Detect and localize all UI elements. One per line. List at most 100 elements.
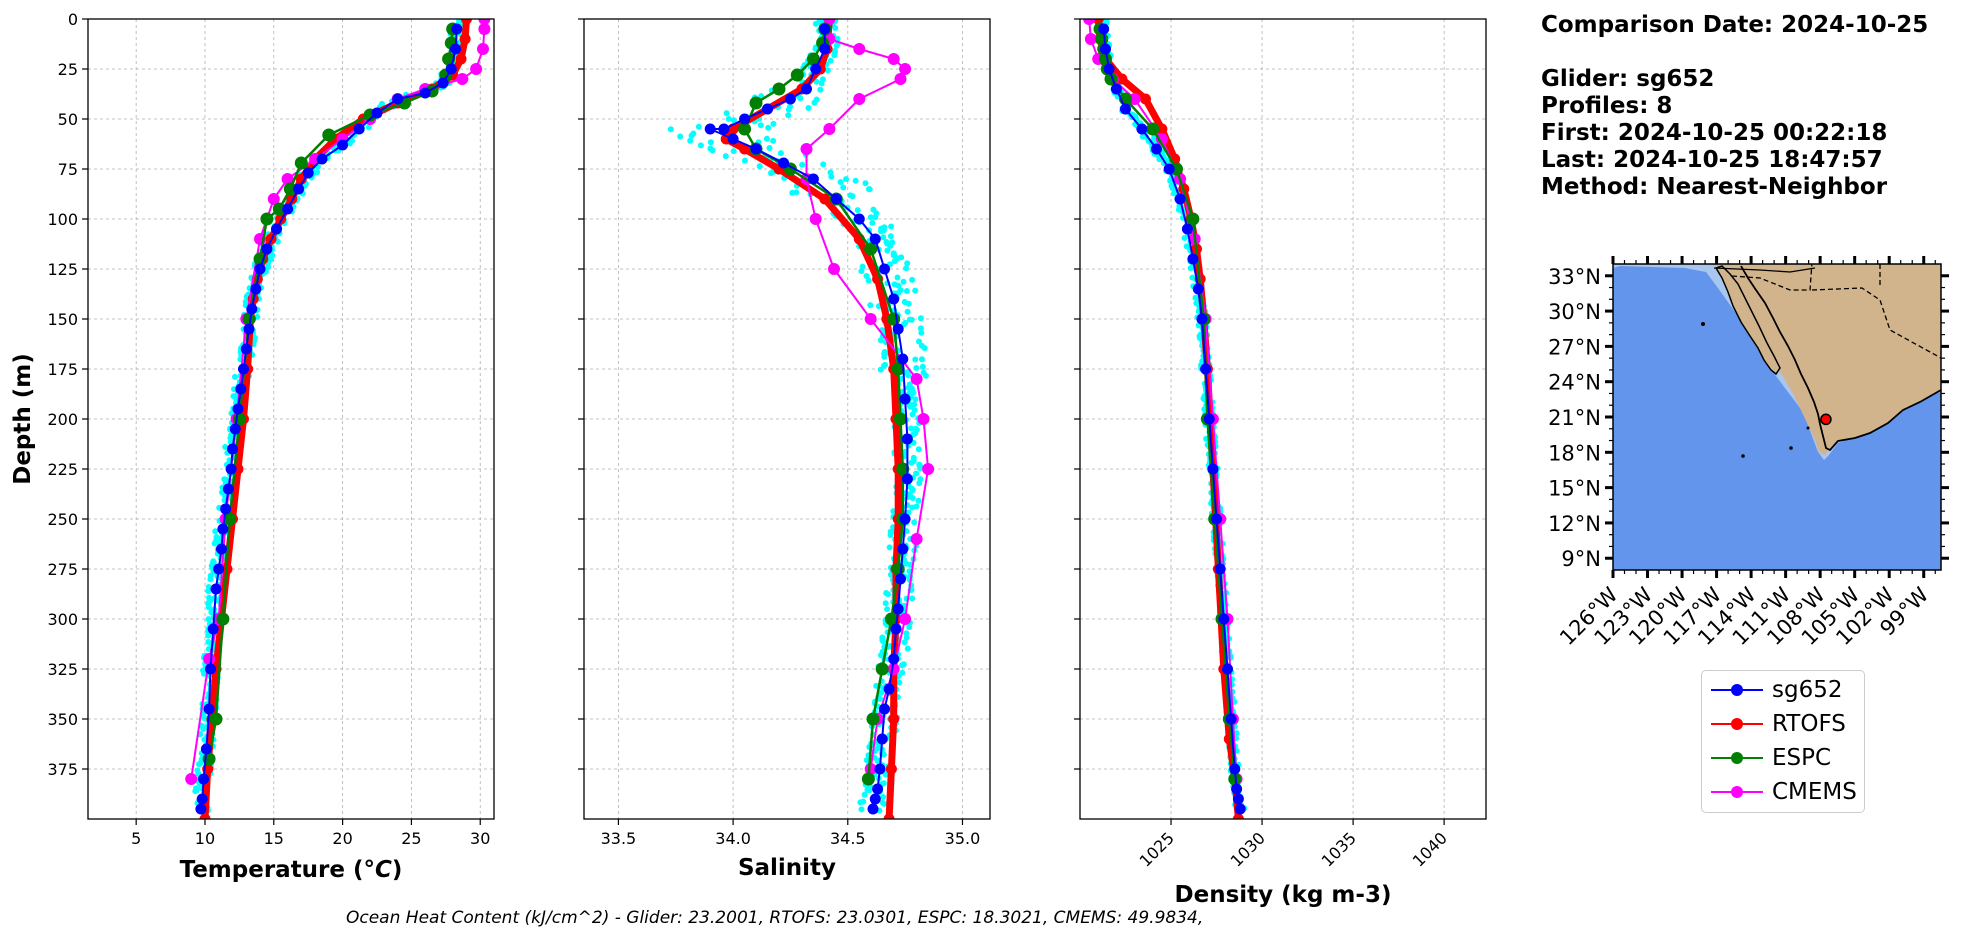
legend-marker-rtofs bbox=[1711, 718, 1763, 730]
legend-marker-sg652 bbox=[1711, 684, 1763, 696]
depth-tick-label: 175 bbox=[47, 360, 78, 379]
legend-item-cmems: CMEMS bbox=[1702, 777, 1864, 807]
salinity-point-sg652 bbox=[704, 123, 716, 135]
glider-profile-point bbox=[770, 120, 777, 127]
density-point-sg652 bbox=[1100, 43, 1111, 55]
density-x-tick-label: 1040 bbox=[1409, 828, 1451, 870]
glider-profile-point bbox=[919, 363, 926, 370]
glider-profile-point bbox=[205, 584, 212, 590]
glider-profile-point bbox=[894, 274, 901, 281]
salinity-point-espc bbox=[864, 242, 878, 256]
temperature-point-sg652 bbox=[229, 423, 241, 435]
salinity-point-rtofs bbox=[885, 763, 897, 775]
glider-profile-point bbox=[880, 751, 887, 758]
glider-profile-point bbox=[197, 759, 204, 766]
density-point-sg652 bbox=[1136, 123, 1148, 135]
density-series bbox=[1083, 19, 1246, 819]
density-x-tick-label: 1025 bbox=[1136, 828, 1178, 870]
density-point-espc bbox=[1146, 122, 1160, 136]
salinity-point-sg652 bbox=[819, 23, 831, 35]
glider-profile-point bbox=[886, 544, 893, 551]
temperature-point-sg652 bbox=[243, 323, 255, 335]
temperature-point-rtofs bbox=[199, 813, 211, 819]
salinity-point-sg652 bbox=[778, 157, 790, 169]
glider-profile-point bbox=[877, 337, 884, 344]
salinity-point-cmems bbox=[823, 123, 836, 135]
glider-profile-point bbox=[917, 325, 924, 332]
glider-profile-point bbox=[852, 177, 859, 184]
glider-profile-point bbox=[879, 799, 886, 806]
glider-profile-point bbox=[831, 52, 838, 59]
density-point-sg652 bbox=[1098, 23, 1110, 35]
glider-profile-point bbox=[777, 150, 784, 157]
legend-label-cmems: CMEMS bbox=[1772, 779, 1857, 805]
salinity-point-cmems bbox=[899, 613, 912, 625]
density-point-sg652 bbox=[1110, 83, 1122, 95]
glider-profile-point bbox=[916, 338, 922, 345]
glider-profile-point bbox=[887, 242, 894, 249]
salinity-point-rtofs bbox=[883, 813, 895, 819]
glider-profile-point bbox=[887, 532, 894, 538]
salinity-point-sg652 bbox=[762, 103, 773, 115]
glider-profile-point bbox=[912, 287, 919, 294]
map-lat-label: 27°N bbox=[1548, 335, 1601, 359]
temperature-point-sg652 bbox=[353, 123, 365, 135]
salinity-point-sg652 bbox=[801, 83, 812, 95]
glider-profile-point bbox=[785, 106, 792, 113]
density-point-rtofs bbox=[1232, 813, 1244, 819]
glider-profile-point bbox=[866, 186, 873, 193]
temperature-point-sg652 bbox=[450, 43, 461, 55]
glider-profile-point bbox=[884, 606, 891, 613]
temperature-point-sg652 bbox=[198, 773, 210, 785]
depth-tick-label: 100 bbox=[47, 210, 78, 229]
temperature-point-sg652 bbox=[227, 443, 238, 455]
temperature-x-tick-label: 5 bbox=[131, 829, 141, 848]
density-x-label: Density (kg m-3) bbox=[1175, 882, 1392, 908]
map-lat-label: 18°N bbox=[1548, 441, 1601, 465]
glider-profile-point bbox=[909, 487, 916, 493]
density-point-espc bbox=[1186, 212, 1200, 226]
temperature-point-sg652 bbox=[371, 107, 383, 119]
glider-profile-point bbox=[882, 600, 889, 607]
depth-tick-label: 225 bbox=[47, 460, 78, 479]
salinity-point-espc bbox=[891, 562, 905, 576]
legend-marker-espc bbox=[1711, 752, 1763, 764]
glider-profile-point bbox=[877, 366, 884, 373]
glider-profile-point bbox=[1151, 134, 1158, 141]
temperature-point-sg652 bbox=[207, 623, 219, 635]
glider-profile-point bbox=[828, 173, 835, 180]
glider-profile-point bbox=[200, 713, 207, 720]
temperature-x-ticks: 5 10 15 20 25 30 bbox=[131, 819, 490, 848]
map-lat-label: 9°N bbox=[1561, 547, 1601, 571]
glider-profile-point bbox=[912, 396, 919, 403]
glider-profile-point bbox=[205, 601, 212, 608]
info-panel: Comparison Date: 2024-10-25 Glider: sg65… bbox=[1541, 12, 1928, 201]
temperature-point-sg652 bbox=[235, 383, 247, 395]
temperature-point-cmems bbox=[478, 19, 491, 25]
glider-profile-point bbox=[200, 725, 207, 732]
glider-profile-point bbox=[858, 268, 865, 275]
glider-profile-point bbox=[805, 105, 812, 111]
glider-profile-point bbox=[723, 110, 730, 117]
salinity-point-sg652 bbox=[879, 263, 890, 275]
density-x-ticks: 1025 1030 1035 1040 bbox=[1136, 819, 1451, 871]
density-point-sg652 bbox=[1231, 783, 1243, 795]
salinity-point-cmems bbox=[910, 373, 923, 385]
method: Method: Nearest-Neighbor bbox=[1541, 174, 1888, 200]
map-lat-label: 30°N bbox=[1548, 300, 1601, 324]
salinity-point-sg652 bbox=[819, 43, 831, 55]
temperature-point-sg652 bbox=[337, 139, 349, 151]
glider-profile-point bbox=[887, 233, 894, 240]
temperature-point-sg652 bbox=[254, 263, 266, 275]
salinity-point-cmems bbox=[922, 463, 935, 475]
glider-profile-point bbox=[756, 163, 763, 170]
salinity-point-sg652 bbox=[892, 603, 904, 615]
glider-profile-point bbox=[904, 260, 911, 267]
temperature-point-sg652 bbox=[445, 63, 457, 75]
density-point-sg652 bbox=[1211, 513, 1222, 525]
glider-profile-point bbox=[863, 757, 870, 764]
temperature-point-sg652 bbox=[437, 77, 449, 89]
glider-profile-point bbox=[910, 458, 917, 465]
salinity-point-espc bbox=[738, 122, 752, 136]
legend-label-rtofs: RTOFS bbox=[1772, 711, 1846, 737]
